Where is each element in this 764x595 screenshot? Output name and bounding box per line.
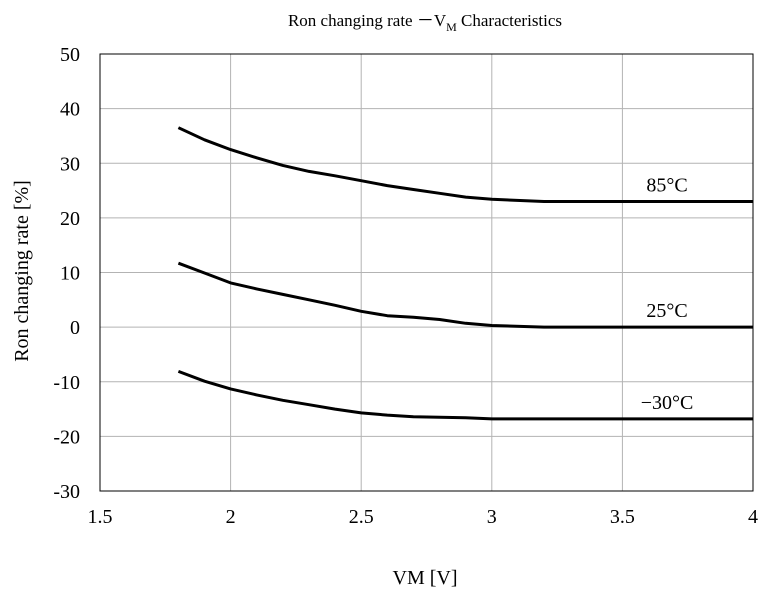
x-tick-label: 4: [748, 506, 758, 528]
series-group: 85°C 25°C −30°C: [177, 126, 753, 421]
x-tick-label: 1.5: [88, 506, 113, 528]
x-tick-label: 3: [487, 506, 497, 528]
x-tick-label: 2.5: [349, 506, 374, 528]
y-tick-label: 40: [60, 99, 80, 121]
y-tick-label: -20: [53, 426, 80, 448]
chart-title: Ron changing rate －VM Characteristics: [288, 11, 562, 34]
series-label: 25°C: [646, 300, 687, 322]
y-tick-label: 50: [60, 44, 80, 66]
series-label: −30°C: [641, 392, 694, 414]
y-tick-label: 20: [60, 208, 80, 230]
series-line: [177, 369, 753, 421]
y-tick-label: -30: [53, 481, 80, 503]
y-axis-title: Ron changing rate [%]: [11, 180, 33, 362]
grid-lines: [99, 53, 754, 492]
y-tick-label: -10: [53, 372, 80, 394]
series-line: [177, 126, 753, 203]
series-line: [177, 261, 753, 329]
x-axis-title: VM [V]: [393, 567, 458, 589]
x-tick-label: 2: [226, 506, 236, 528]
y-tick-label: 30: [60, 153, 80, 175]
y-tick-label: 0: [70, 317, 80, 339]
x-tick-label: 3.5: [610, 506, 635, 528]
plot-area-frame: [99, 53, 754, 492]
chart-title-subscript: M: [446, 20, 457, 34]
tick-labels: 1.5 2 2.5 3 3.5 4 50 40 30 20 10 0 -10 -20 -30: [53, 44, 758, 528]
series-label: 85°C: [646, 174, 687, 196]
y-tick-label: 10: [60, 263, 80, 285]
